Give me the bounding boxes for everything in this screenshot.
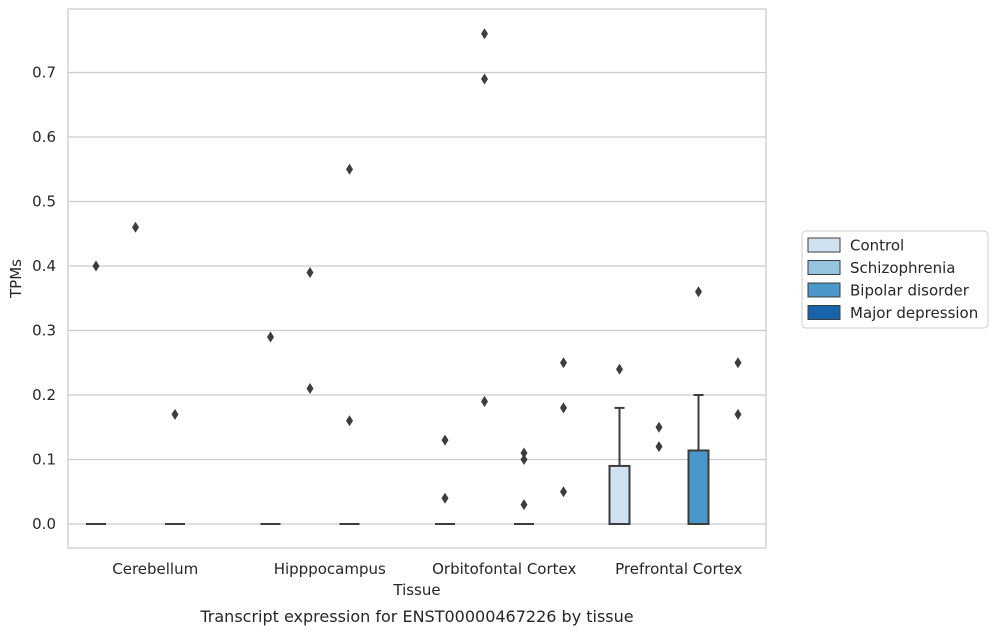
legend-label: Schizophrenia — [850, 259, 955, 277]
box-3-2 — [687, 394, 710, 525]
y-tick-label: 0.3 — [32, 322, 56, 340]
outlier-point — [560, 486, 567, 498]
outlier-point — [655, 441, 663, 453]
y-tick-label: 0.7 — [32, 64, 56, 82]
outlier-point — [92, 260, 100, 272]
outlier-point — [520, 499, 528, 511]
outlier-point — [520, 447, 528, 459]
outlier-point — [267, 331, 274, 343]
figure-caption: Transcript expression for ENST0000046722… — [199, 607, 633, 626]
plot-area-frame — [67, 8, 767, 549]
outlier-point — [520, 454, 528, 465]
outlier-point — [616, 363, 623, 375]
legend-swatch — [807, 282, 841, 298]
box-body — [608, 464, 631, 526]
x-tick-label: Prefrontal Cortex — [615, 560, 742, 578]
legend-label: Bipolar disorder — [850, 282, 970, 300]
outlier-point — [306, 266, 314, 278]
outlier-point — [560, 357, 567, 369]
outlier-point — [441, 492, 449, 504]
legend-label: Control — [850, 237, 904, 255]
y-tick-label: 0.1 — [32, 451, 56, 469]
outlier-point — [734, 357, 742, 369]
x-tick-label: Cerebellum — [112, 560, 198, 578]
legend-swatch — [807, 237, 841, 253]
legend: Control Schizophrenia Bipolar disorder Majo… — [801, 230, 989, 329]
legend-swatch — [807, 260, 841, 275]
outlier-point — [132, 221, 139, 233]
x-axis-ticks: Cerebellum Hipppocampus Orbitofontal Corte… — [112, 560, 742, 578]
x-tick-label: Orbitofontal Cortex — [432, 560, 576, 578]
outlier-point — [560, 402, 567, 414]
legend-label: Major depression — [850, 304, 978, 322]
outlier-point — [481, 395, 488, 407]
gridlines — [68, 71, 766, 525]
y-axis-ticks: 0.0 0.1 0.2 0.3 0.4 0.5 0.6 0.7 — [32, 64, 56, 534]
outlier-point — [346, 415, 353, 427]
y-tick-label: 0.6 — [32, 128, 56, 146]
boxes — [86, 394, 710, 526]
outlier-points — [92, 28, 742, 511]
y-tick-label: 0.2 — [32, 386, 56, 404]
y-axis-label: TPMs — [7, 259, 25, 299]
outlier-point — [481, 28, 488, 40]
box-3-0 — [608, 406, 631, 526]
legend-frame — [801, 230, 989, 329]
outlier-point — [734, 408, 742, 420]
y-tick-label: 0.5 — [32, 193, 56, 211]
outlier-point — [655, 421, 663, 433]
legend-swatch — [807, 305, 841, 320]
y-tick-label: 0.4 — [32, 257, 56, 275]
y-tick-label: 0.0 — [32, 515, 56, 533]
outlier-point — [441, 434, 449, 446]
outlier-point — [306, 383, 314, 395]
box-body — [687, 449, 710, 525]
outlier-point — [171, 408, 179, 420]
x-tick-label: Hipppocampus — [274, 560, 386, 578]
x-axis-label: Tissue — [392, 581, 440, 599]
outlier-point — [346, 163, 353, 175]
outlier-point — [695, 286, 702, 298]
outlier-point — [481, 73, 488, 85]
